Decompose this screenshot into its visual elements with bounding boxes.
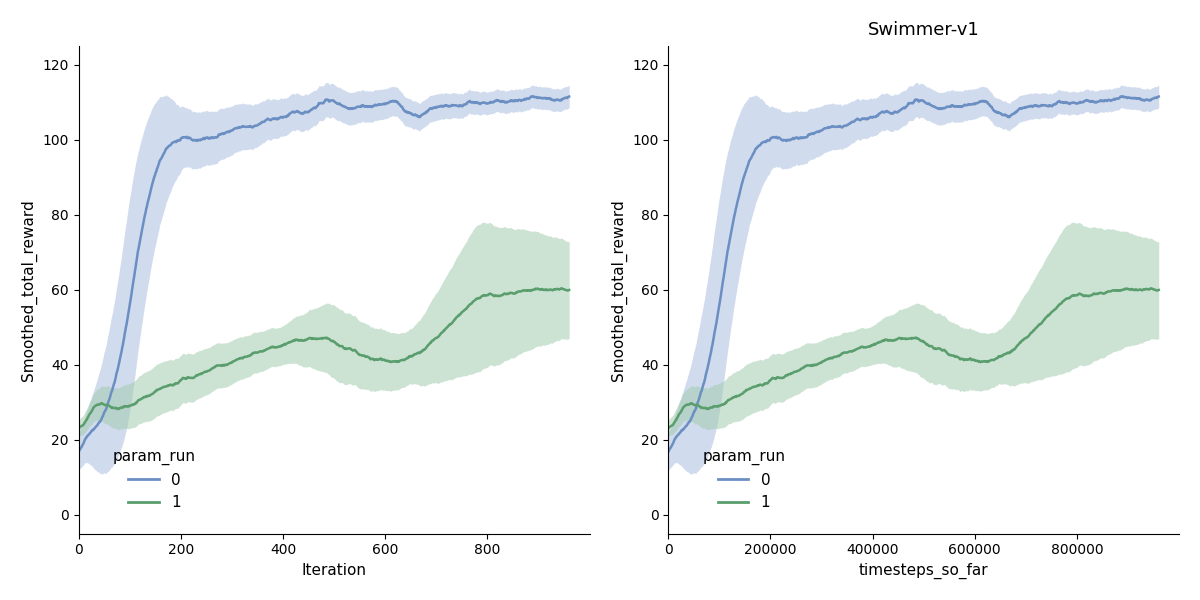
- Legend: 0, 1: 0, 1: [696, 443, 792, 516]
- Y-axis label: Smoothed_total_reward: Smoothed_total_reward: [611, 199, 626, 380]
- Title: Swimmer-v1: Swimmer-v1: [868, 21, 979, 39]
- Y-axis label: Smoothed_total_reward: Smoothed_total_reward: [20, 199, 37, 380]
- Legend: 0, 1: 0, 1: [107, 443, 202, 516]
- X-axis label: timesteps_so_far: timesteps_so_far: [859, 563, 989, 579]
- X-axis label: Iteration: Iteration: [301, 563, 367, 578]
